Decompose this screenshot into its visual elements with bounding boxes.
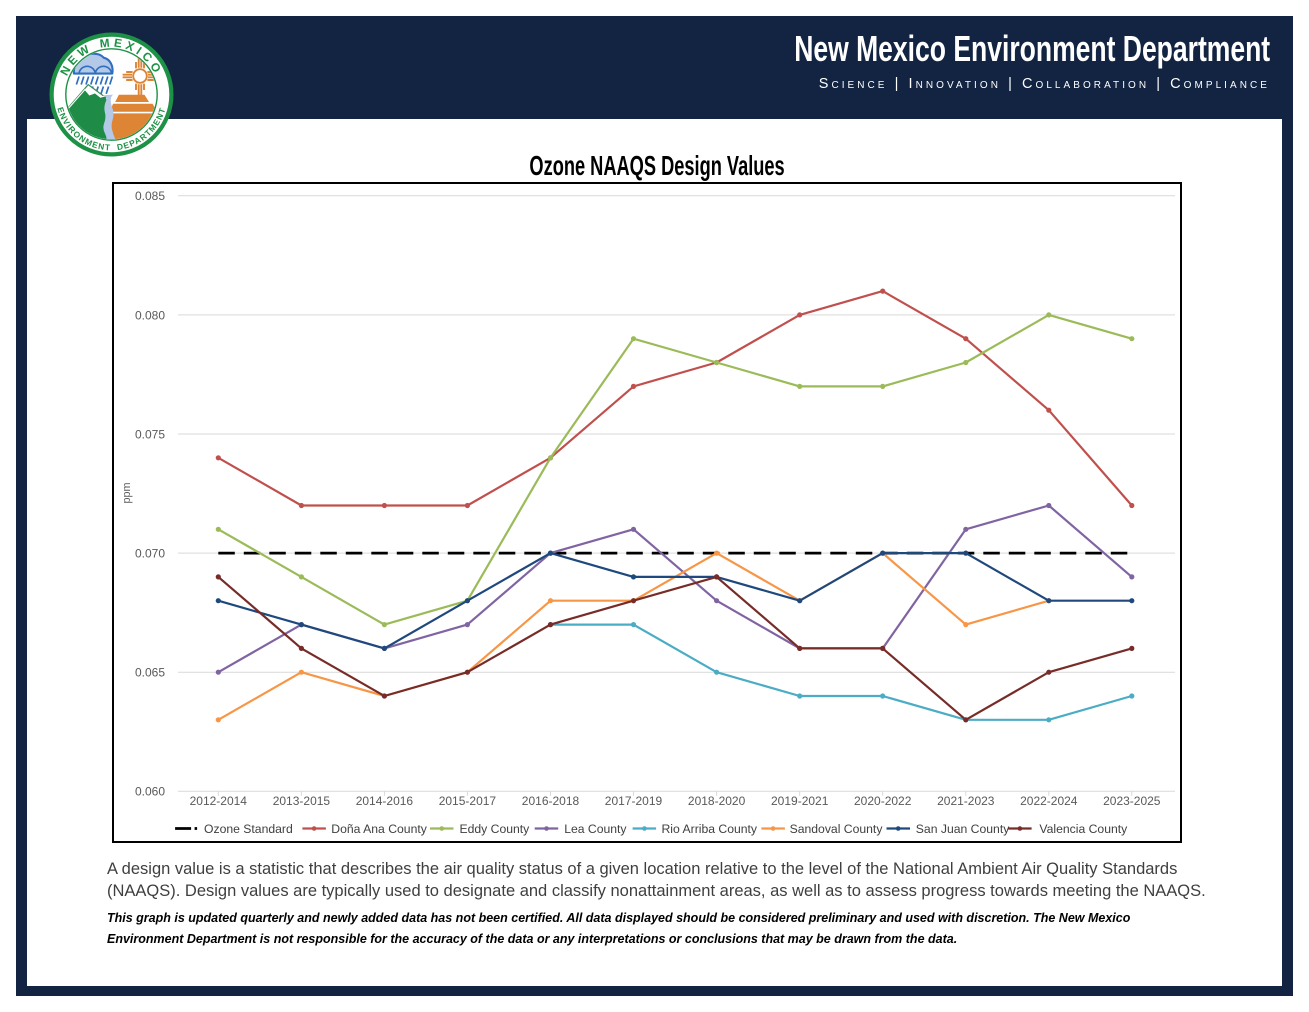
svg-text:ppm: ppm bbox=[121, 482, 133, 503]
svg-text:0.085: 0.085 bbox=[134, 189, 164, 203]
svg-text:0.075: 0.075 bbox=[134, 427, 164, 441]
svg-text:2019-2021: 2019-2021 bbox=[771, 794, 829, 808]
svg-text:2022-2024: 2022-2024 bbox=[1020, 794, 1078, 808]
svg-text:2021-2023: 2021-2023 bbox=[937, 794, 995, 808]
svg-text:Sandoval County: Sandoval County bbox=[789, 822, 883, 836]
svg-text:Valencia County: Valencia County bbox=[1039, 822, 1128, 836]
svg-text:2017-2019: 2017-2019 bbox=[604, 794, 662, 808]
svg-text:Rio Arriba County: Rio Arriba County bbox=[661, 822, 757, 836]
svg-text:0.080: 0.080 bbox=[134, 308, 164, 322]
svg-text:0.070: 0.070 bbox=[134, 547, 164, 561]
svg-text:2023-2025: 2023-2025 bbox=[1103, 794, 1161, 808]
svg-text:0.065: 0.065 bbox=[134, 666, 164, 680]
svg-text:2020-2022: 2020-2022 bbox=[854, 794, 912, 808]
svg-text:2013-2015: 2013-2015 bbox=[272, 794, 330, 808]
svg-text:Eddy County: Eddy County bbox=[459, 822, 530, 836]
svg-text:Lea County: Lea County bbox=[564, 822, 627, 836]
svg-text:2015-2017: 2015-2017 bbox=[438, 794, 496, 808]
svg-text:2012-2014: 2012-2014 bbox=[189, 794, 247, 808]
svg-text:2014-2016: 2014-2016 bbox=[355, 794, 413, 808]
svg-text:2018-2020: 2018-2020 bbox=[687, 794, 745, 808]
svg-text:Doña Ana County: Doña Ana County bbox=[331, 822, 427, 836]
svg-text:Ozone Standard: Ozone Standard bbox=[204, 822, 293, 836]
svg-text:San Juan County: San Juan County bbox=[915, 822, 1009, 836]
svg-text:2016-2018: 2016-2018 bbox=[521, 794, 579, 808]
svg-text:0.060: 0.060 bbox=[134, 785, 164, 799]
